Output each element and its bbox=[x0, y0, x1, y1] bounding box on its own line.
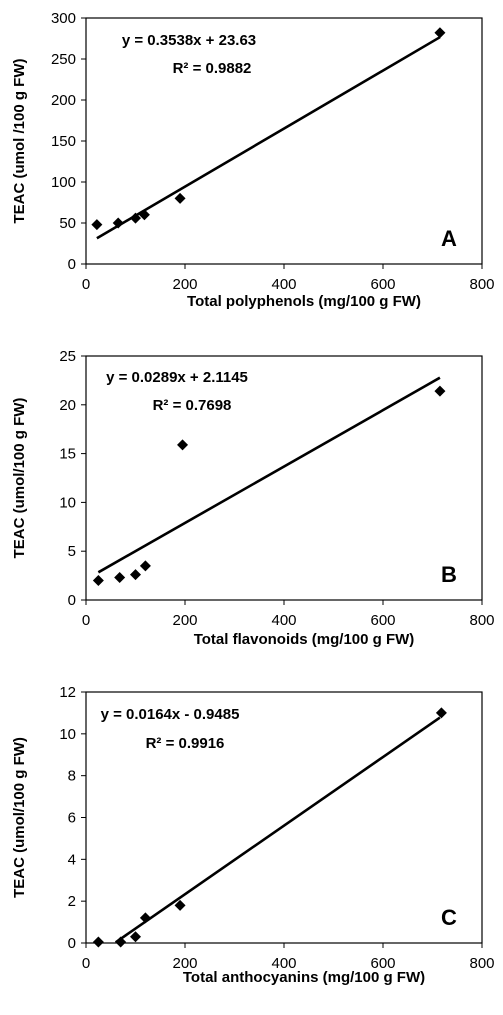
x-axis-label: Total anthocyanins (mg/100 g FW) bbox=[183, 969, 425, 986]
y-tick-label: 50 bbox=[59, 215, 76, 232]
x-tick-label: 400 bbox=[271, 612, 296, 629]
data-point bbox=[91, 219, 103, 231]
y-tick-label: 200 bbox=[51, 92, 76, 109]
chart-panel-b: 0 5 10 15 20 25 0 200 400 600 800 Total flavonoids … bbox=[11, 348, 495, 648]
data-point bbox=[92, 574, 104, 586]
data-point bbox=[130, 931, 141, 943]
y-tick-label: 300 bbox=[51, 10, 76, 27]
data-point bbox=[112, 217, 124, 229]
x-tick-label: 600 bbox=[370, 955, 395, 972]
y-tick-label: 100 bbox=[51, 174, 76, 191]
y-axis-label: TEAC (umol/100 g FW) bbox=[11, 737, 28, 898]
data-point bbox=[139, 912, 151, 924]
x-tick-label: 0 bbox=[82, 276, 90, 293]
r-squared-label: R² = 0.7698 bbox=[153, 397, 232, 414]
plot-frame bbox=[85, 17, 483, 265]
y-tick-label: 15 bbox=[59, 446, 76, 463]
y-tick-label: 20 bbox=[59, 397, 76, 414]
trendline-equation: y = 0.0289x + 2.1145 bbox=[106, 369, 248, 386]
y-axis-label: TEAC (umol/100 g FW) bbox=[11, 398, 28, 559]
y-tick-label: 10 bbox=[59, 494, 76, 511]
data-point bbox=[139, 560, 151, 572]
data-point bbox=[434, 385, 446, 397]
r-squared-label: R² = 0.9916 bbox=[146, 735, 225, 752]
x-tick-label: 0 bbox=[82, 955, 90, 972]
panel-letter: A bbox=[441, 226, 457, 251]
y-tick-label: 10 bbox=[59, 726, 76, 743]
data-point bbox=[174, 899, 186, 911]
y-tick-label: 12 bbox=[59, 684, 76, 701]
x-axis-label: Total polyphenols (mg/100 g FW) bbox=[187, 293, 421, 310]
y-tick-label: 0 bbox=[68, 592, 76, 609]
y-tick-label: 5 bbox=[68, 543, 76, 560]
data-point bbox=[92, 936, 104, 948]
y-tick-label: 250 bbox=[51, 51, 76, 68]
data-point bbox=[434, 27, 446, 39]
y-tick-label: 8 bbox=[68, 768, 76, 785]
x-tick-label: 0 bbox=[82, 612, 90, 629]
trendline-equation: y = 0.0164x - 0.9485 bbox=[101, 706, 240, 723]
y-tick-label: 0 bbox=[68, 256, 76, 273]
data-point bbox=[177, 439, 189, 451]
data-point bbox=[138, 209, 150, 221]
x-tick-label: 800 bbox=[469, 955, 494, 972]
y-tick-label: 2 bbox=[68, 893, 76, 910]
r-squared-label: R² = 0.9882 bbox=[173, 60, 252, 77]
data-point bbox=[130, 569, 141, 581]
x-tick-label: 200 bbox=[172, 276, 197, 293]
panel-letter: C bbox=[441, 905, 457, 930]
data-point bbox=[115, 936, 127, 948]
x-tick-label: 200 bbox=[172, 612, 197, 629]
data-point bbox=[114, 572, 126, 584]
y-tick-label: 4 bbox=[68, 851, 76, 868]
x-tick-label: 400 bbox=[271, 955, 296, 972]
panel-letter: B bbox=[441, 562, 457, 587]
y-tick-label: 6 bbox=[68, 810, 76, 827]
data-point bbox=[174, 192, 186, 204]
chart-panel-a: 0 50 100 150 200 250 300 0 200 400 600 800 Total pol… bbox=[11, 10, 495, 310]
x-tick-label: 800 bbox=[469, 612, 494, 629]
y-axis-label: TEAC (umol /100 g FW) bbox=[11, 58, 28, 223]
data-point bbox=[435, 707, 447, 719]
x-tick-label: 400 bbox=[271, 276, 296, 293]
y-tick-label: 25 bbox=[59, 348, 76, 365]
y-tick-label: 0 bbox=[68, 935, 76, 952]
trendline-equation: y = 0.3538x + 23.63 bbox=[122, 32, 256, 49]
y-tick-label: 150 bbox=[51, 133, 76, 150]
x-tick-label: 600 bbox=[370, 276, 395, 293]
trendline bbox=[97, 376, 441, 574]
trendline bbox=[96, 36, 441, 240]
x-tick-label: 600 bbox=[370, 612, 395, 629]
x-tick-label: 800 bbox=[469, 276, 494, 293]
x-axis-label: Total flavonoids (mg/100 g FW) bbox=[194, 631, 415, 648]
chart-panel-c: 0 2 4 6 8 10 12 0 200 400 600 800 Total anthocyanins… bbox=[11, 684, 495, 986]
trendline bbox=[114, 716, 441, 944]
x-tick-label: 200 bbox=[172, 955, 197, 972]
data-point bbox=[130, 212, 141, 224]
